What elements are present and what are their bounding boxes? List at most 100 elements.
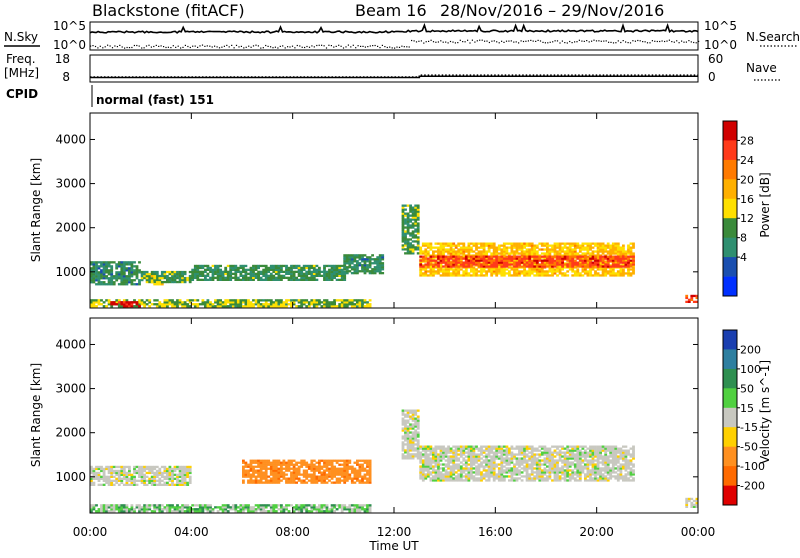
nsearch-point [559, 42, 560, 43]
heatmap-cell [298, 279, 301, 281]
heatmap-cell [237, 277, 240, 279]
heatmap-cell [427, 245, 430, 247]
heatmap-cell [242, 506, 245, 508]
heatmap-cell [98, 468, 101, 470]
heatmap-cell [450, 274, 453, 276]
heatmap-cell [161, 510, 164, 512]
heatmap-cell [257, 265, 260, 267]
heatmap-cell [209, 301, 212, 303]
heatmap-cell [283, 460, 286, 462]
heatmap-cell [166, 301, 169, 303]
heatmap-cell [199, 275, 202, 277]
heatmap-cell [364, 468, 367, 470]
heatmap-cell [364, 510, 367, 512]
heatmap-cell [528, 243, 531, 245]
heatmap-cell [166, 504, 169, 506]
heatmap-cell [376, 270, 379, 272]
heatmap-cell [500, 252, 503, 254]
heatmap-cell [247, 510, 250, 512]
heatmap-cell [103, 472, 106, 474]
heatmap-cell [523, 265, 526, 267]
heatmap-cell [523, 268, 526, 270]
radar-title: Blackstone (fitACF) [92, 1, 245, 20]
heatmap-cell [630, 268, 633, 270]
heatmap-cell [455, 450, 458, 452]
heatmap-cell [445, 463, 448, 465]
heatmap-cell [528, 262, 531, 264]
heatmap-cell [379, 266, 382, 268]
heatmap-cell [120, 504, 123, 506]
heatmap-cell [174, 466, 177, 468]
heatmap-cell [533, 256, 536, 258]
heatmap-cell [148, 480, 151, 482]
heatmap-cell [468, 457, 471, 459]
nsearch-point [231, 45, 232, 46]
heatmap-cell [257, 504, 260, 506]
heatmap-cell [630, 247, 633, 249]
heatmap-cell [435, 473, 438, 475]
heatmap-cell [146, 484, 149, 486]
heatmap-cell [305, 478, 308, 480]
heatmap-cell [564, 252, 567, 254]
heatmap-cell [131, 263, 134, 265]
heatmap-cell [288, 464, 291, 466]
heatmap-cell [321, 506, 324, 508]
heatmap-cell [576, 270, 579, 272]
heatmap-cell [316, 301, 319, 303]
heatmap-cell [452, 473, 455, 475]
heatmap-cell [452, 479, 455, 481]
nsearch-point [105, 46, 106, 47]
heatmap-cell [490, 446, 493, 448]
heatmap-cell [123, 470, 126, 472]
heatmap-cell [602, 247, 605, 249]
heatmap-cell [181, 476, 184, 478]
heatmap-cell [196, 510, 199, 512]
heatmap-cell [174, 478, 177, 480]
heatmap-cell [508, 263, 511, 265]
heatmap-cell [133, 305, 136, 307]
heatmap-cell [424, 455, 427, 457]
heatmap-cell [566, 250, 569, 252]
heatmap-cell [146, 506, 149, 508]
heatmap-cell [131, 301, 134, 303]
heatmap-cell [343, 254, 346, 256]
heatmap-cell [366, 504, 369, 506]
heatmap-cell [290, 478, 293, 480]
heatmap-cell [592, 256, 595, 258]
heatmap-cell [579, 274, 582, 276]
heatmap-cell [617, 252, 620, 254]
heatmap-cell [343, 279, 346, 281]
heatmap-cell [594, 256, 597, 258]
heatmap-cell [404, 414, 407, 416]
heatmap-cell [612, 252, 615, 254]
heatmap-cell [445, 243, 448, 245]
heatmap-cell [240, 271, 243, 273]
velocity-heatmap [90, 410, 698, 513]
nsky-tick-bottom: 10^0 [53, 38, 86, 52]
heatmap-cell [343, 275, 346, 277]
heatmap-cell [478, 243, 481, 245]
heatmap-cell [354, 474, 357, 476]
heatmap-cell [523, 247, 526, 249]
heatmap-cell [189, 478, 192, 480]
heatmap-cell [424, 465, 427, 467]
heatmap-cell [602, 265, 605, 267]
heatmap-cell [105, 478, 108, 480]
heatmap-cell [409, 252, 412, 254]
heatmap-cell [576, 256, 579, 258]
heatmap-cell [587, 270, 590, 272]
nsearch-point [606, 40, 607, 41]
heatmap-cell [123, 299, 126, 301]
heatmap-cell [531, 252, 534, 254]
heatmap-cell [131, 279, 134, 281]
heatmap-cell [189, 281, 192, 283]
heatmap-cell [128, 470, 131, 472]
heatmap-cell [237, 510, 240, 512]
heatmap-cell [470, 477, 473, 479]
heatmap-cell [316, 273, 319, 275]
heatmap-cell [179, 277, 182, 279]
heatmap-cell [310, 478, 313, 480]
heatmap-cell [108, 468, 111, 470]
heatmap-cell [559, 258, 562, 260]
heatmap-cell [252, 279, 255, 281]
